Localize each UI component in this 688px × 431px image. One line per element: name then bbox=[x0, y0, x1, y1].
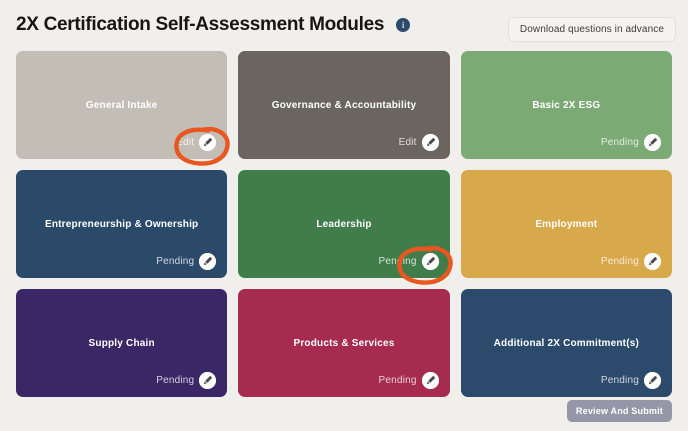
module-status: Edit bbox=[176, 134, 217, 151]
review-and-submit-button[interactable]: Review And Submit bbox=[566, 400, 672, 422]
pencil-icon[interactable] bbox=[421, 372, 439, 389]
pencil-icon[interactable] bbox=[199, 253, 217, 270]
module-label: Supply Chain bbox=[88, 337, 155, 349]
module-status-label: Pending bbox=[156, 256, 195, 267]
module-label: Additional 2X Commitment(s) bbox=[493, 337, 640, 349]
module-status: Pending bbox=[156, 372, 217, 389]
module-status-label: Pending bbox=[378, 375, 417, 386]
pencil-icon[interactable] bbox=[643, 253, 661, 270]
module-card-supply-chain[interactable]: Supply Chain Pending bbox=[16, 289, 228, 397]
page-title: 2X Certification Self-Assessment Modules bbox=[16, 14, 385, 35]
module-status: Pending bbox=[379, 372, 439, 389]
download-questions-button[interactable]: Download questions in advance bbox=[507, 17, 676, 42]
pencil-icon[interactable] bbox=[643, 134, 661, 151]
module-status: Pending bbox=[156, 253, 217, 270]
module-status-label: Pending bbox=[600, 375, 639, 386]
module-label: Employment bbox=[535, 218, 598, 230]
module-card-products-services[interactable]: Products & Services Pending bbox=[238, 289, 450, 397]
module-label: General Intake bbox=[85, 99, 158, 111]
module-status: Edit bbox=[399, 134, 439, 151]
module-status: Pending bbox=[601, 372, 661, 389]
module-label: Basic 2X ESG bbox=[532, 99, 601, 111]
module-card-additional-2x-commitment-s[interactable]: Additional 2X Commitment(s) Pending bbox=[460, 289, 672, 397]
pencil-icon[interactable] bbox=[421, 253, 439, 270]
module-status-label: Pending bbox=[600, 137, 639, 148]
module-label: Governance & Accountability bbox=[271, 99, 417, 111]
pencil-icon[interactable] bbox=[199, 134, 217, 151]
module-card-leadership[interactable]: Leadership Pending bbox=[238, 170, 453, 285]
pencil-icon[interactable] bbox=[643, 372, 661, 389]
pencil-icon[interactable] bbox=[421, 134, 439, 151]
pencil-icon[interactable] bbox=[199, 372, 217, 389]
info-icon[interactable]: i bbox=[396, 18, 411, 32]
module-label: Products & Services bbox=[293, 337, 395, 349]
module-status-label: Pending bbox=[378, 256, 417, 267]
module-card-basic-2x-esg[interactable]: Basic 2X ESG Pending bbox=[460, 51, 672, 159]
module-status-label: Pending bbox=[600, 256, 639, 267]
module-status-label: Edit bbox=[176, 137, 195, 148]
module-card-entrepreneurship-ownership[interactable]: Entrepreneurship & Ownership Pending bbox=[16, 170, 228, 278]
module-label: Leadership bbox=[316, 218, 372, 230]
module-status-label: Edit bbox=[398, 137, 417, 148]
module-card-employment[interactable]: Employment Pending bbox=[460, 170, 672, 278]
module-card-general-intake[interactable]: General Intake Edit bbox=[16, 51, 231, 166]
module-grid: General Intake Edit Governance & Ac bbox=[16, 51, 672, 397]
module-card-governance-accountability[interactable]: Governance & Accountability Edit bbox=[238, 51, 450, 159]
module-status: Pending bbox=[601, 134, 661, 151]
header: 2X Certification Self-Assessment Modules… bbox=[16, 14, 411, 36]
module-label: Entrepreneurship & Ownership bbox=[44, 218, 199, 230]
module-status: Pending bbox=[379, 253, 439, 270]
module-status: Pending bbox=[601, 253, 661, 270]
module-status-label: Pending bbox=[156, 375, 195, 386]
